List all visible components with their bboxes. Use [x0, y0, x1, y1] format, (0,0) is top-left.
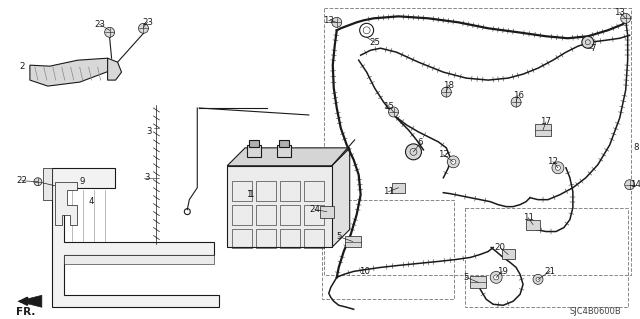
- Text: 23: 23: [142, 18, 153, 27]
- Text: 16: 16: [513, 91, 524, 100]
- Text: 10: 10: [359, 267, 370, 276]
- Bar: [322, 200, 454, 299]
- Bar: [256, 205, 276, 225]
- Bar: [280, 181, 300, 201]
- Polygon shape: [227, 148, 349, 166]
- Text: 20: 20: [495, 243, 506, 252]
- Polygon shape: [227, 166, 332, 248]
- Text: 13: 13: [614, 8, 625, 17]
- Text: 22: 22: [17, 176, 28, 185]
- Circle shape: [451, 159, 456, 164]
- Circle shape: [332, 17, 342, 27]
- Bar: [345, 235, 361, 248]
- Polygon shape: [30, 58, 111, 86]
- Bar: [232, 181, 252, 201]
- Bar: [470, 276, 486, 288]
- Text: 9: 9: [79, 177, 84, 186]
- Text: SJC4B0600B: SJC4B0600B: [570, 307, 621, 316]
- Circle shape: [552, 162, 564, 174]
- Bar: [392, 183, 406, 193]
- Polygon shape: [55, 182, 77, 225]
- Circle shape: [388, 107, 399, 117]
- Text: 4: 4: [89, 197, 95, 206]
- Bar: [232, 205, 252, 225]
- Text: 18: 18: [443, 81, 454, 90]
- Circle shape: [556, 165, 561, 170]
- Text: 21: 21: [545, 267, 556, 276]
- Text: 6: 6: [418, 138, 423, 147]
- Text: 12: 12: [547, 157, 559, 166]
- Text: 1: 1: [246, 190, 252, 199]
- Circle shape: [625, 180, 635, 190]
- Circle shape: [536, 278, 540, 281]
- Bar: [249, 140, 259, 147]
- Text: 7: 7: [590, 44, 596, 53]
- Bar: [232, 228, 252, 249]
- Circle shape: [490, 271, 502, 283]
- Circle shape: [104, 27, 115, 37]
- Text: 24: 24: [309, 205, 321, 214]
- Circle shape: [621, 13, 630, 23]
- Bar: [280, 205, 300, 225]
- Text: FR.: FR.: [16, 307, 36, 317]
- Text: 8: 8: [633, 143, 638, 152]
- Text: 15: 15: [383, 101, 394, 110]
- Circle shape: [511, 97, 521, 107]
- Circle shape: [533, 274, 543, 284]
- Bar: [256, 181, 276, 201]
- Circle shape: [442, 87, 451, 97]
- Text: 5: 5: [463, 273, 469, 282]
- Text: 5: 5: [336, 232, 342, 241]
- Polygon shape: [64, 256, 214, 264]
- Text: 1: 1: [248, 190, 254, 199]
- Text: 3: 3: [147, 127, 152, 137]
- Bar: [247, 145, 261, 157]
- Polygon shape: [43, 168, 52, 200]
- Text: 11: 11: [522, 213, 534, 222]
- Text: 11: 11: [383, 187, 394, 196]
- Bar: [502, 249, 515, 259]
- Polygon shape: [108, 58, 122, 80]
- Bar: [277, 145, 291, 157]
- Bar: [465, 208, 628, 307]
- Polygon shape: [18, 295, 42, 307]
- Text: 13: 13: [323, 16, 334, 25]
- Circle shape: [447, 156, 460, 168]
- Bar: [280, 228, 300, 249]
- Circle shape: [138, 23, 148, 33]
- Bar: [304, 181, 324, 201]
- Bar: [256, 228, 276, 249]
- Bar: [320, 206, 334, 218]
- Circle shape: [582, 36, 594, 48]
- Circle shape: [493, 275, 499, 280]
- Polygon shape: [52, 168, 219, 307]
- Text: 12: 12: [438, 150, 449, 159]
- Bar: [324, 8, 630, 275]
- Text: 2: 2: [19, 62, 25, 70]
- Text: 3: 3: [145, 173, 150, 182]
- Text: 19: 19: [497, 267, 508, 276]
- Circle shape: [34, 178, 42, 186]
- Text: 17: 17: [540, 117, 552, 126]
- Bar: [535, 124, 551, 136]
- Bar: [304, 205, 324, 225]
- Text: 25: 25: [369, 38, 380, 47]
- Bar: [279, 140, 289, 147]
- Bar: [304, 228, 324, 249]
- Bar: [526, 219, 540, 230]
- Circle shape: [406, 144, 422, 160]
- Polygon shape: [332, 148, 349, 248]
- Text: 23: 23: [94, 20, 105, 29]
- Text: 14: 14: [630, 180, 640, 189]
